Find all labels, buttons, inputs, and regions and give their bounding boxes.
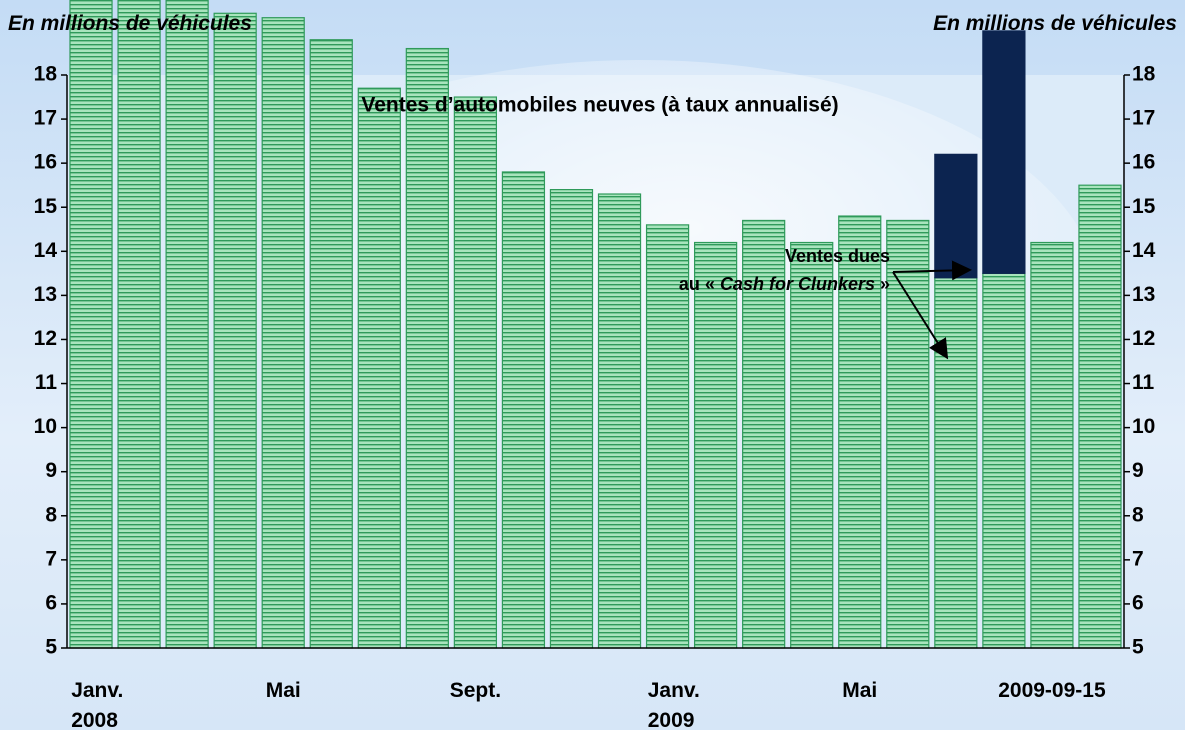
y-tick-label: 14	[34, 239, 58, 262]
x-tick-label: Janv. 2009	[647, 679, 700, 730]
y-tick-label: 7	[45, 547, 57, 570]
bar	[213, 12, 257, 649]
annotation-text: au «	[678, 274, 720, 294]
y2-tick-label: 18	[1132, 63, 1156, 86]
y2-tick-label: 12	[1132, 327, 1155, 350]
bar	[982, 272, 1026, 649]
y-tick-label: 16	[34, 151, 57, 174]
bar	[1030, 241, 1074, 649]
y2-tick-label: 7	[1132, 547, 1144, 570]
bar	[501, 171, 546, 649]
bar	[742, 219, 786, 649]
annotation-line: Ventes dues	[784, 246, 890, 266]
y-tick-label: 6	[45, 591, 57, 614]
bar	[597, 193, 642, 649]
y-tick-label: 12	[34, 327, 57, 350]
y2-tick-label: 16	[1132, 151, 1155, 174]
x-tick-label: 2009-09-15	[998, 679, 1106, 702]
bar	[165, 0, 209, 649]
bar	[693, 241, 738, 649]
y-tick-label: 5	[45, 636, 57, 659]
x-tick-label: Mai	[842, 679, 878, 702]
y2-tick-label: 11	[1132, 371, 1155, 394]
bar	[982, 30, 1026, 274]
bar	[934, 153, 978, 279]
y2-tick-label: 10	[1132, 415, 1155, 438]
y2-tick-label: 15	[1132, 195, 1156, 218]
annotation: Ventes dues au « Cash for Clunkers »	[679, 242, 890, 298]
y2-axis-label: En millions de véhicules	[933, 12, 1177, 35]
y-tick-label: 10	[34, 415, 57, 438]
y-tick-label: 18	[34, 63, 58, 86]
y-tick-label: 15	[34, 195, 58, 218]
bar	[645, 224, 690, 649]
y2-tick-label: 5	[1132, 636, 1144, 659]
bar	[309, 39, 353, 649]
y-tick-label: 9	[45, 459, 57, 482]
bar	[934, 277, 978, 649]
y-tick-label: 17	[34, 107, 57, 130]
bar	[790, 241, 834, 649]
arrow	[892, 271, 949, 360]
x-tick-label: Mai	[265, 679, 301, 702]
annotation-line: au « Cash for Clunkers »	[679, 270, 890, 298]
bar	[405, 47, 449, 649]
y2-tick-label: 14	[1132, 239, 1156, 262]
y2-tick-label: 17	[1132, 107, 1155, 130]
y-tick-label: 13	[34, 283, 57, 306]
x-tick-label: Sept.	[449, 679, 502, 702]
bar	[261, 17, 305, 649]
y2-tick-label: 13	[1132, 283, 1155, 306]
y-tick-label: 11	[35, 371, 58, 394]
chart-title: Ventes d’automobiles neuves (à taux annu…	[361, 94, 838, 117]
bar	[117, 0, 161, 649]
bar	[549, 189, 594, 649]
annotation-text: »	[874, 274, 890, 294]
bar	[69, 0, 113, 649]
y-tick-label: 8	[45, 503, 57, 526]
x-tick-label: Janv. 2008	[71, 679, 124, 730]
bar	[1078, 184, 1122, 649]
bar	[453, 96, 498, 649]
y2-tick-label: 6	[1132, 591, 1144, 614]
y2-tick-label: 9	[1132, 459, 1144, 482]
y2-tick-label: 8	[1132, 503, 1144, 526]
bar	[357, 87, 401, 649]
annotation-text: Cash for Clunkers	[719, 274, 875, 294]
bar	[886, 219, 930, 649]
arrow	[892, 260, 972, 281]
y-axis-label: En millions de véhicules	[8, 12, 252, 35]
